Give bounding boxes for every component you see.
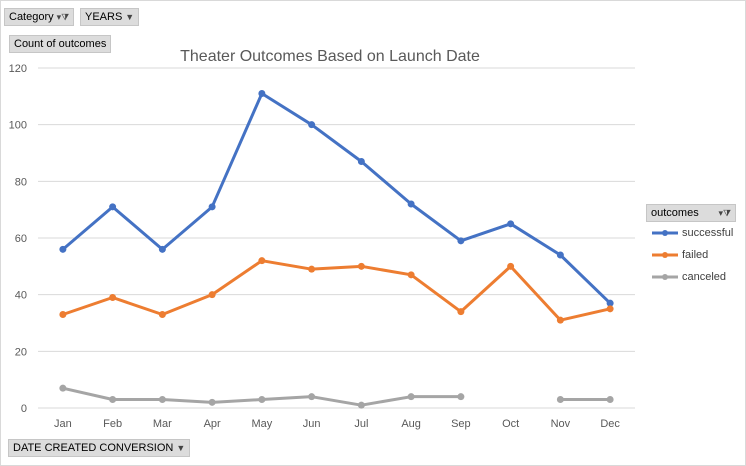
data-point xyxy=(158,245,166,253)
data-point xyxy=(109,396,117,403)
filter-dropdown-icon: ▾⧩ xyxy=(56,12,70,22)
data-point xyxy=(357,262,365,270)
legend-item-failed[interactable]: failed xyxy=(652,249,708,261)
category-filter-button[interactable]: Category ▾⧩ xyxy=(4,8,75,26)
y-tick-label: 120 xyxy=(9,63,27,75)
legend-label: failed xyxy=(682,249,709,261)
y-tick-label: 20 xyxy=(15,346,27,358)
data-point xyxy=(308,393,316,401)
series-successful xyxy=(59,90,614,307)
y-axis-ticks: 0 20 40 60 80 100 120 xyxy=(9,63,27,415)
years-filter-button[interactable]: YEARS ▼ xyxy=(80,8,140,26)
axis-field-button[interactable]: DATE CREATED CONVERSION ▼ xyxy=(8,439,191,457)
data-point xyxy=(606,396,614,403)
x-tick-label: Dec xyxy=(600,418,620,430)
data-point xyxy=(158,396,166,403)
data-point xyxy=(208,291,216,299)
series-lines xyxy=(59,90,614,409)
y-tick-label: 60 xyxy=(15,233,27,245)
value-field-label: Count of outcomes xyxy=(14,38,107,50)
data-point xyxy=(59,311,67,318)
x-axis-ticks: Jan Feb Mar Apr May Jun Jul Aug Sep Oct Nov Dec xyxy=(54,418,620,430)
data-point xyxy=(208,398,216,406)
filter-dropdown-icon: ▾⧩ xyxy=(718,208,731,218)
data-point xyxy=(357,158,365,165)
series-line xyxy=(61,92,612,305)
x-tick-label: May xyxy=(251,418,272,430)
gridlines xyxy=(38,67,635,409)
years-filter-label: YEARS xyxy=(85,11,123,23)
data-point xyxy=(109,203,117,211)
y-tick-label: 0 xyxy=(21,403,27,415)
x-tick-label: Apr xyxy=(204,418,221,430)
value-field-button[interactable]: Count of outcomes xyxy=(9,35,112,53)
data-point xyxy=(556,251,564,259)
category-filter-label: Category xyxy=(9,11,54,23)
y-tick-label: 100 xyxy=(9,120,27,132)
x-tick-label: Jun xyxy=(303,418,321,430)
data-point xyxy=(606,299,614,307)
data-point xyxy=(258,90,266,97)
x-tick-label: Jan xyxy=(54,418,72,430)
data-point xyxy=(208,203,216,211)
data-point xyxy=(507,220,515,228)
legend-swatch-icon xyxy=(652,230,678,236)
data-point xyxy=(507,262,515,270)
data-point xyxy=(457,237,465,245)
legend-label: canceled xyxy=(682,271,727,283)
series-failed xyxy=(59,257,614,324)
data-point xyxy=(109,294,117,301)
legend-swatch-icon xyxy=(652,274,678,280)
x-tick-label: Jul xyxy=(354,418,368,430)
axis-field-label: DATE CREATED CONVERSION xyxy=(13,442,174,454)
data-point xyxy=(357,401,365,409)
legend-label: successful xyxy=(682,227,734,239)
y-tick-label: 80 xyxy=(15,176,27,188)
data-point xyxy=(308,121,316,129)
x-tick-label: Nov xyxy=(551,418,571,430)
legend-swatch-icon xyxy=(652,252,678,258)
x-tick-label: Sep xyxy=(451,418,471,430)
data-point xyxy=(59,245,67,253)
data-point xyxy=(59,384,67,392)
x-tick-label: Oct xyxy=(502,418,519,430)
data-point xyxy=(258,396,266,403)
chevron-down-icon: ▼ xyxy=(176,443,186,453)
legend-field-button[interactable]: outcomes ▾⧩ xyxy=(646,204,736,222)
data-point xyxy=(556,396,564,403)
x-tick-label: Aug xyxy=(401,418,421,430)
y-tick-label: 40 xyxy=(15,290,27,302)
data-point xyxy=(258,257,266,265)
x-tick-label: Feb xyxy=(103,418,122,430)
legend-item-successful[interactable]: successful xyxy=(652,227,733,239)
chevron-down-icon: ▼ xyxy=(125,12,135,22)
series-line xyxy=(61,259,612,322)
data-point xyxy=(556,316,564,324)
data-point xyxy=(407,393,415,401)
data-point xyxy=(457,308,465,316)
x-tick-label: Mar xyxy=(153,418,172,430)
data-point xyxy=(606,305,614,313)
series-canceled xyxy=(59,384,614,409)
legend-item-canceled[interactable]: canceled xyxy=(652,271,726,283)
data-point xyxy=(158,311,166,318)
data-point xyxy=(407,271,415,279)
legend-field-label: outcomes xyxy=(651,207,699,219)
data-point xyxy=(457,393,465,401)
data-point xyxy=(407,200,415,208)
data-point xyxy=(308,265,316,273)
chart-title: Theater Outcomes Based on Launch Date xyxy=(180,48,480,65)
